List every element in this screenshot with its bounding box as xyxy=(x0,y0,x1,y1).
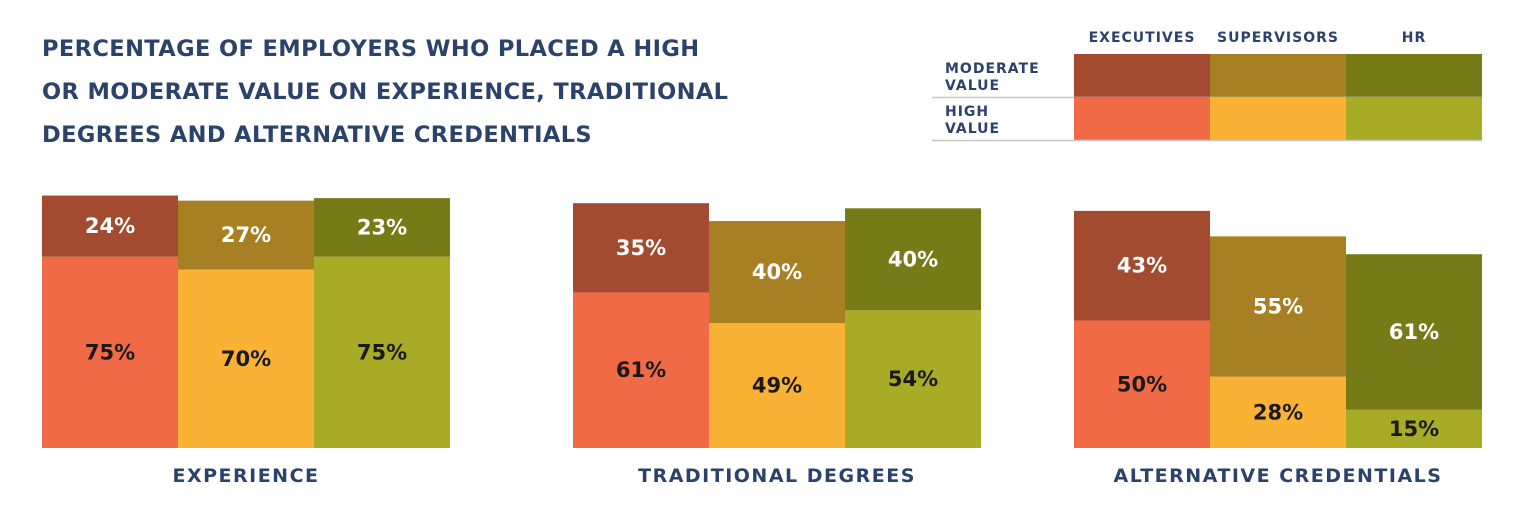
legend-swatch-moderate-executives xyxy=(1074,54,1210,97)
label-traditional-degrees-executives-high: 61% xyxy=(616,358,666,382)
title-line-3: DEGREES AND ALTERNATIVE CREDENTIALS xyxy=(42,122,593,148)
label-traditional-degrees-hr-high: 54% xyxy=(888,367,938,391)
legend-row-label-high-1: HIGH xyxy=(945,104,989,120)
bar-alternative-credentials-hr-moderate xyxy=(1346,254,1482,410)
legend-row-label-moderate-1: MODERATE xyxy=(945,61,1040,77)
label-traditional-degrees-executives-moderate: 35% xyxy=(616,236,666,260)
legend-swatch-high-executives xyxy=(1074,97,1210,140)
title-line-1: PERCENTAGE OF EMPLOYERS WHO PLACED A HIG… xyxy=(42,36,700,62)
bar-traditional-degrees-supervisors-high xyxy=(709,323,845,448)
legend-row-label-high-2: VALUE xyxy=(945,121,1000,137)
legend-swatch-high-supervisors xyxy=(1210,97,1346,140)
title-line-2: OR MODERATE VALUE ON EXPERIENCE, TRADITI… xyxy=(42,79,729,105)
label-alternative-credentials-supervisors-moderate: 55% xyxy=(1253,294,1303,318)
legend-swatch-high-hr xyxy=(1346,97,1482,140)
chart-title: PERCENTAGE OF EMPLOYERS WHO PLACED A HIG… xyxy=(42,28,842,157)
bar-alternative-credentials-executives-high xyxy=(1074,320,1210,448)
label-traditional-degrees-supervisors-high: 49% xyxy=(752,374,802,398)
bar-experience-executives-high xyxy=(42,256,178,448)
legend-header-hr: HR xyxy=(1402,30,1427,46)
label-alternative-credentials-executives-moderate: 43% xyxy=(1117,254,1167,278)
bar-traditional-degrees-executives-moderate xyxy=(573,203,709,293)
label-experience-supervisors-moderate: 27% xyxy=(221,223,271,247)
legend: EXECUTIVES SUPERVISORS HRMODERATEVALUEHIGH… xyxy=(932,30,1482,142)
bar-traditional-degrees-supervisors-moderate xyxy=(709,221,845,324)
bar-alternative-credentials-supervisors-moderate xyxy=(1210,236,1346,377)
bar-experience-hr-high xyxy=(314,256,450,448)
label-experience-supervisors-high: 70% xyxy=(221,347,271,371)
bar-traditional-degrees-executives-high xyxy=(573,292,709,448)
label-traditional-degrees-hr-moderate: 40% xyxy=(888,247,938,271)
label-traditional-degrees-supervisors-moderate: 40% xyxy=(752,260,802,284)
bar-traditional-degrees-hr-high xyxy=(845,310,981,448)
legend-header-supervisors: SUPERVISORS xyxy=(1217,30,1339,46)
bar-experience-supervisors-moderate xyxy=(178,200,314,270)
category-label-traditional-degrees: TRADITIONAL DEGREES xyxy=(638,465,916,487)
legend-swatch-moderate-hr xyxy=(1346,54,1482,97)
label-experience-executives-moderate: 24% xyxy=(85,214,135,238)
bar-experience-hr-moderate xyxy=(314,198,450,257)
bar-alternative-credentials-executives-moderate xyxy=(1074,210,1210,321)
bar-experience-supervisors-high xyxy=(178,269,314,448)
label-alternative-credentials-hr-high: 15% xyxy=(1389,417,1439,441)
label-experience-executives-high: 75% xyxy=(85,340,135,364)
label-alternative-credentials-hr-moderate: 61% xyxy=(1389,320,1439,344)
bar-traditional-degrees-hr-moderate xyxy=(845,208,981,311)
label-experience-hr-high: 75% xyxy=(357,340,407,364)
category-label-alternative-credentials: ALTERNATIVE CREDENTIALS xyxy=(1114,465,1443,487)
bar-experience-executives-moderate xyxy=(42,195,178,257)
legend-row-label-moderate-2: VALUE xyxy=(945,78,1000,94)
label-alternative-credentials-executives-high: 50% xyxy=(1117,372,1167,396)
label-alternative-credentials-supervisors-high: 28% xyxy=(1253,400,1303,424)
legend-header-executives: EXECUTIVES xyxy=(1089,30,1196,46)
legend-swatch-moderate-supervisors xyxy=(1210,54,1346,97)
category-label-experience: EXPERIENCE xyxy=(172,465,319,487)
bar-alternative-credentials-supervisors-high xyxy=(1210,376,1346,448)
label-experience-hr-moderate: 23% xyxy=(357,215,407,239)
bar-alternative-credentials-hr-high xyxy=(1346,409,1482,448)
